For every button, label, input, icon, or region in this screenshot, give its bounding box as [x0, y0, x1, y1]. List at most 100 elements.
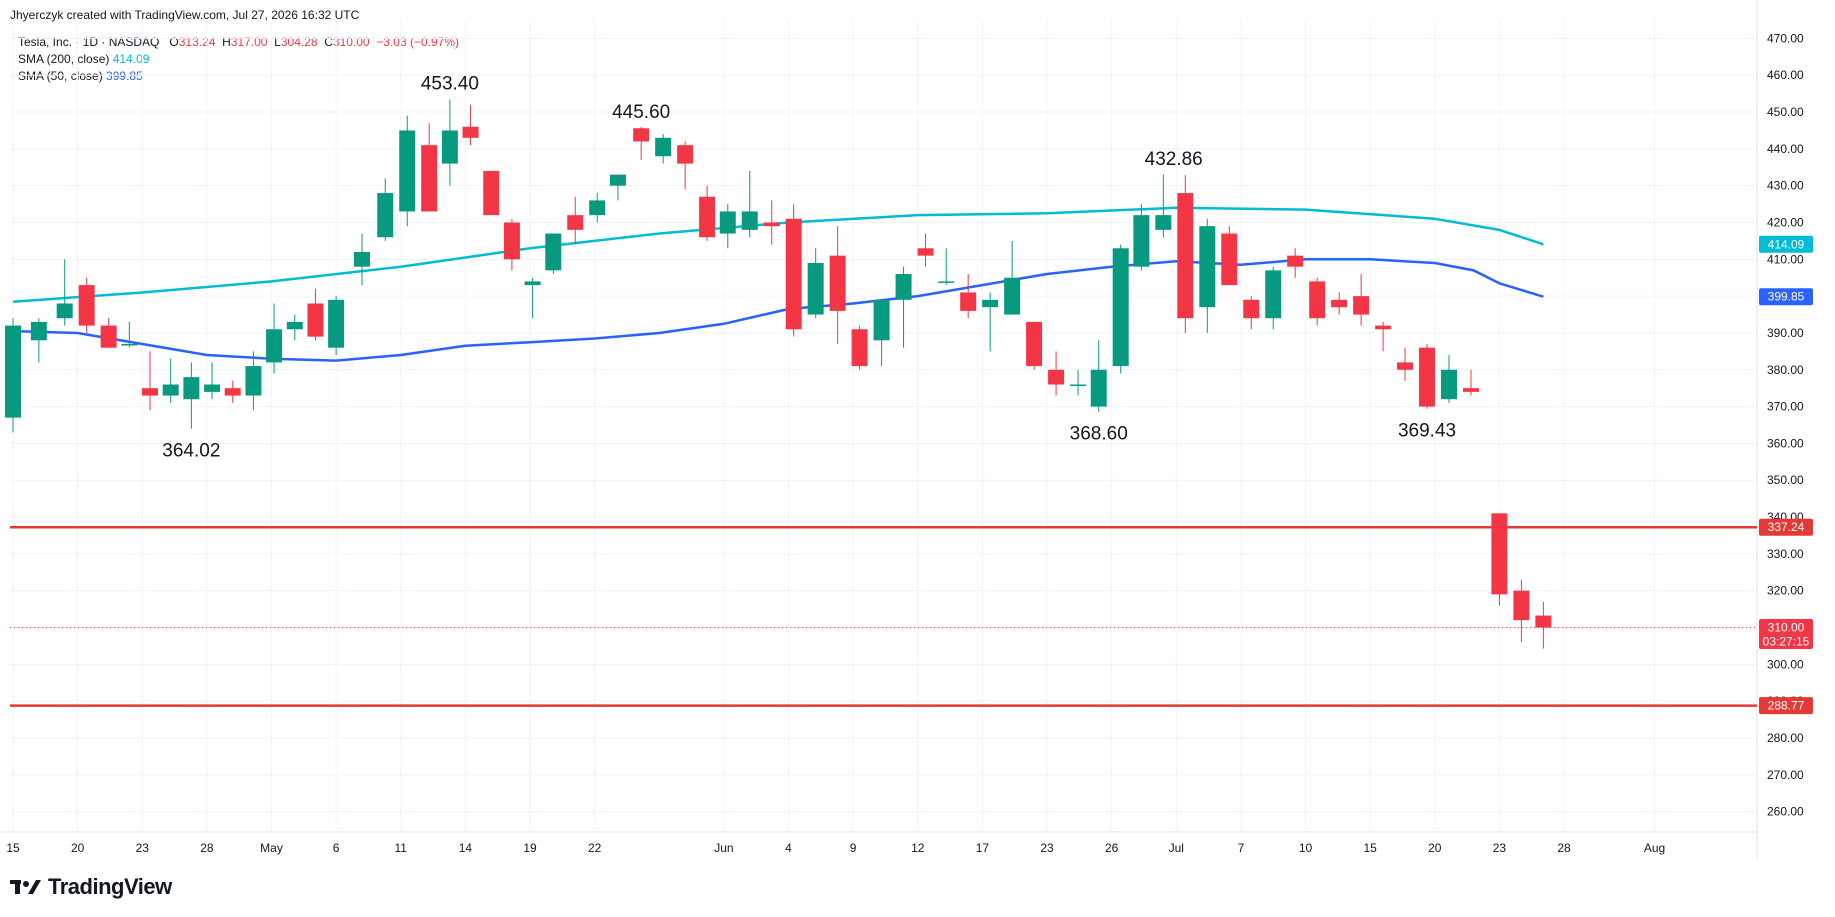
tradingview-logo-icon: [10, 880, 41, 894]
candle-body: [524, 281, 541, 286]
x-tick-label: 15: [1363, 841, 1377, 855]
level-price-tag-bg: [1759, 697, 1813, 715]
candle-body: [1375, 325, 1392, 330]
y-tick-label: 330.00: [1767, 547, 1804, 561]
price-annotation: 368.60: [1070, 424, 1128, 445]
y-tick-label: 360.00: [1767, 436, 1804, 450]
candle-body: [1155, 215, 1172, 230]
price-annotation: 369.43: [1398, 421, 1456, 442]
candle-body: [245, 366, 262, 396]
candle-body: [609, 174, 626, 186]
tradingview-brand: TradingView: [48, 874, 172, 899]
candle-body: [785, 218, 802, 330]
candle-body: [545, 233, 562, 271]
x-tick-label: 9: [850, 841, 857, 855]
low-label: L: [274, 35, 281, 49]
candle-body: [1535, 615, 1552, 628]
y-tick-label: 450.00: [1767, 105, 1804, 119]
candle-body: [399, 130, 416, 212]
y-tick-label: 280.00: [1767, 731, 1804, 745]
footer-logo: TradingView: [10, 874, 172, 900]
candle-body: [1070, 384, 1087, 386]
y-tick-label: 380.00: [1767, 363, 1804, 377]
price-annotation: 364.02: [162, 441, 220, 462]
y-tick-label: 370.00: [1767, 400, 1804, 414]
x-tick-label: 19: [523, 841, 537, 855]
candle-body: [1491, 513, 1508, 595]
candle-body: [1265, 270, 1282, 319]
x-tick-label: 4: [785, 841, 792, 855]
y-tick-label: 390.00: [1767, 326, 1804, 340]
candle-body: [441, 130, 458, 164]
y-tick-label: 460.00: [1767, 68, 1804, 82]
sma200-label: SMA (200, close): [18, 52, 110, 66]
sma200-row[interactable]: SMA (200, close) 414.09: [18, 51, 459, 68]
x-tick-label: 22: [588, 841, 602, 855]
level-price-tag-bg: [1759, 518, 1813, 536]
y-tick-label: 470.00: [1767, 31, 1804, 45]
candle-body: [1048, 369, 1065, 385]
candle-body: [78, 285, 95, 326]
candle-body: [1397, 362, 1414, 370]
x-tick-label: 23: [1040, 841, 1054, 855]
candle-body: [1199, 226, 1216, 308]
candle-body: [483, 170, 500, 216]
sma50-price-tag-bg: [1759, 288, 1813, 306]
x-tick-label: 10: [1299, 841, 1313, 855]
candle-body: [353, 251, 370, 267]
price-annotation: 453.40: [421, 74, 479, 95]
candle-body: [204, 384, 221, 392]
y-tick-label: 350.00: [1767, 473, 1804, 487]
candle-body: [1026, 321, 1043, 367]
y-tick-label: 440.00: [1767, 142, 1804, 156]
current-price-tag: 310.00: [1768, 621, 1805, 635]
y-tick-label: 410.00: [1767, 252, 1804, 266]
candle-body: [183, 377, 200, 400]
sma50-price-tag: 399.85: [1768, 290, 1805, 304]
x-tick-label: 26: [1105, 841, 1119, 855]
candle-body: [699, 196, 716, 238]
level-price-tag: 337.24: [1768, 520, 1805, 534]
candle-body: [807, 263, 824, 315]
candle-body: [5, 325, 21, 418]
candle-body: [917, 248, 934, 256]
candle-body: [1243, 299, 1260, 319]
candle-body: [503, 222, 520, 260]
x-tick-label: 11: [395, 841, 408, 855]
candle-body: [851, 329, 868, 367]
candle-body: [1419, 347, 1436, 407]
candle-body: [873, 299, 890, 341]
x-tick-label: 17: [976, 841, 990, 855]
level-price-tag: 288.77: [1768, 699, 1805, 713]
close-label: C: [324, 35, 333, 49]
high-label: H: [222, 35, 231, 49]
candle-body: [719, 211, 736, 234]
candle-body: [462, 126, 479, 138]
x-tick-label: 23: [1493, 841, 1507, 855]
candle-body: [1462, 388, 1479, 392]
candle-body: [1513, 590, 1530, 621]
candle-body: [895, 274, 912, 300]
candle-body: [1177, 193, 1194, 319]
sma200-price-tag-bg: [1759, 235, 1813, 253]
sma50-label: SMA (50, close): [18, 69, 103, 83]
candle-body: [1441, 369, 1458, 400]
candle-body: [982, 299, 999, 308]
candle-body: [142, 388, 159, 396]
sma200-price-tag: 414.09: [1768, 237, 1805, 251]
x-tick-label: Jun: [714, 841, 733, 855]
candle-body: [307, 303, 324, 337]
candle-body: [421, 145, 438, 212]
candle-body: [224, 388, 241, 396]
y-tick-label: 420.00: [1767, 216, 1804, 230]
candle-body: [1004, 277, 1021, 315]
x-tick-label: 23: [136, 841, 150, 855]
current-price-tag-countdown: 03:27:15: [1763, 635, 1810, 649]
candle-body: [567, 215, 584, 230]
candle-body: [655, 137, 672, 157]
candle-body: [1309, 281, 1326, 319]
candle-body: [377, 193, 394, 238]
candle-body: [266, 329, 283, 363]
sma50-row[interactable]: SMA (50, close) 399.85: [18, 68, 459, 85]
